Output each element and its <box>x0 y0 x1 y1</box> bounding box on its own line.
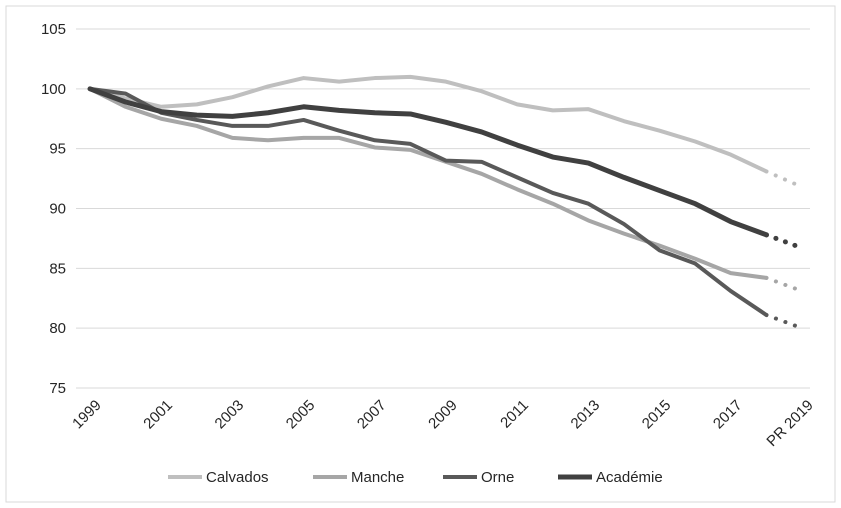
y-tick-label: 105 <box>41 21 66 38</box>
y-tick-label: 85 <box>49 260 66 277</box>
legend-label: Calvados <box>206 469 269 486</box>
series-line <box>88 74 769 174</box>
legend-item: Calvados <box>168 469 269 486</box>
legend-label: Académie <box>596 469 663 486</box>
legend-item: Académie <box>558 469 663 486</box>
y-axis-ticks: 75 80 85 90 95 100 105 <box>41 21 66 397</box>
series-acad-mie <box>87 86 805 251</box>
y-tick-label: 80 <box>49 320 66 337</box>
legend-label: Manche <box>351 469 404 486</box>
y-tick-label: 95 <box>49 141 66 158</box>
legend-item: Manche <box>313 469 404 486</box>
series-projection <box>764 275 804 294</box>
legend: Calvados Manche Orne Académie <box>168 469 663 486</box>
series-line <box>88 86 769 317</box>
series-projection <box>763 232 805 251</box>
series-lines <box>87 74 805 331</box>
y-tick-label: 100 <box>41 81 66 98</box>
y-tick-label: 90 <box>49 201 66 218</box>
series-projection <box>764 169 804 189</box>
gridlines <box>76 28 810 389</box>
legend-item: Orne <box>443 469 514 486</box>
series-line <box>87 86 769 238</box>
series-orne <box>88 86 804 331</box>
series-calvados <box>88 74 804 189</box>
series-projection <box>764 313 804 331</box>
y-tick-label: 75 <box>49 380 66 397</box>
chart-frame <box>5 5 836 503</box>
legend-label: Orne <box>481 469 514 486</box>
